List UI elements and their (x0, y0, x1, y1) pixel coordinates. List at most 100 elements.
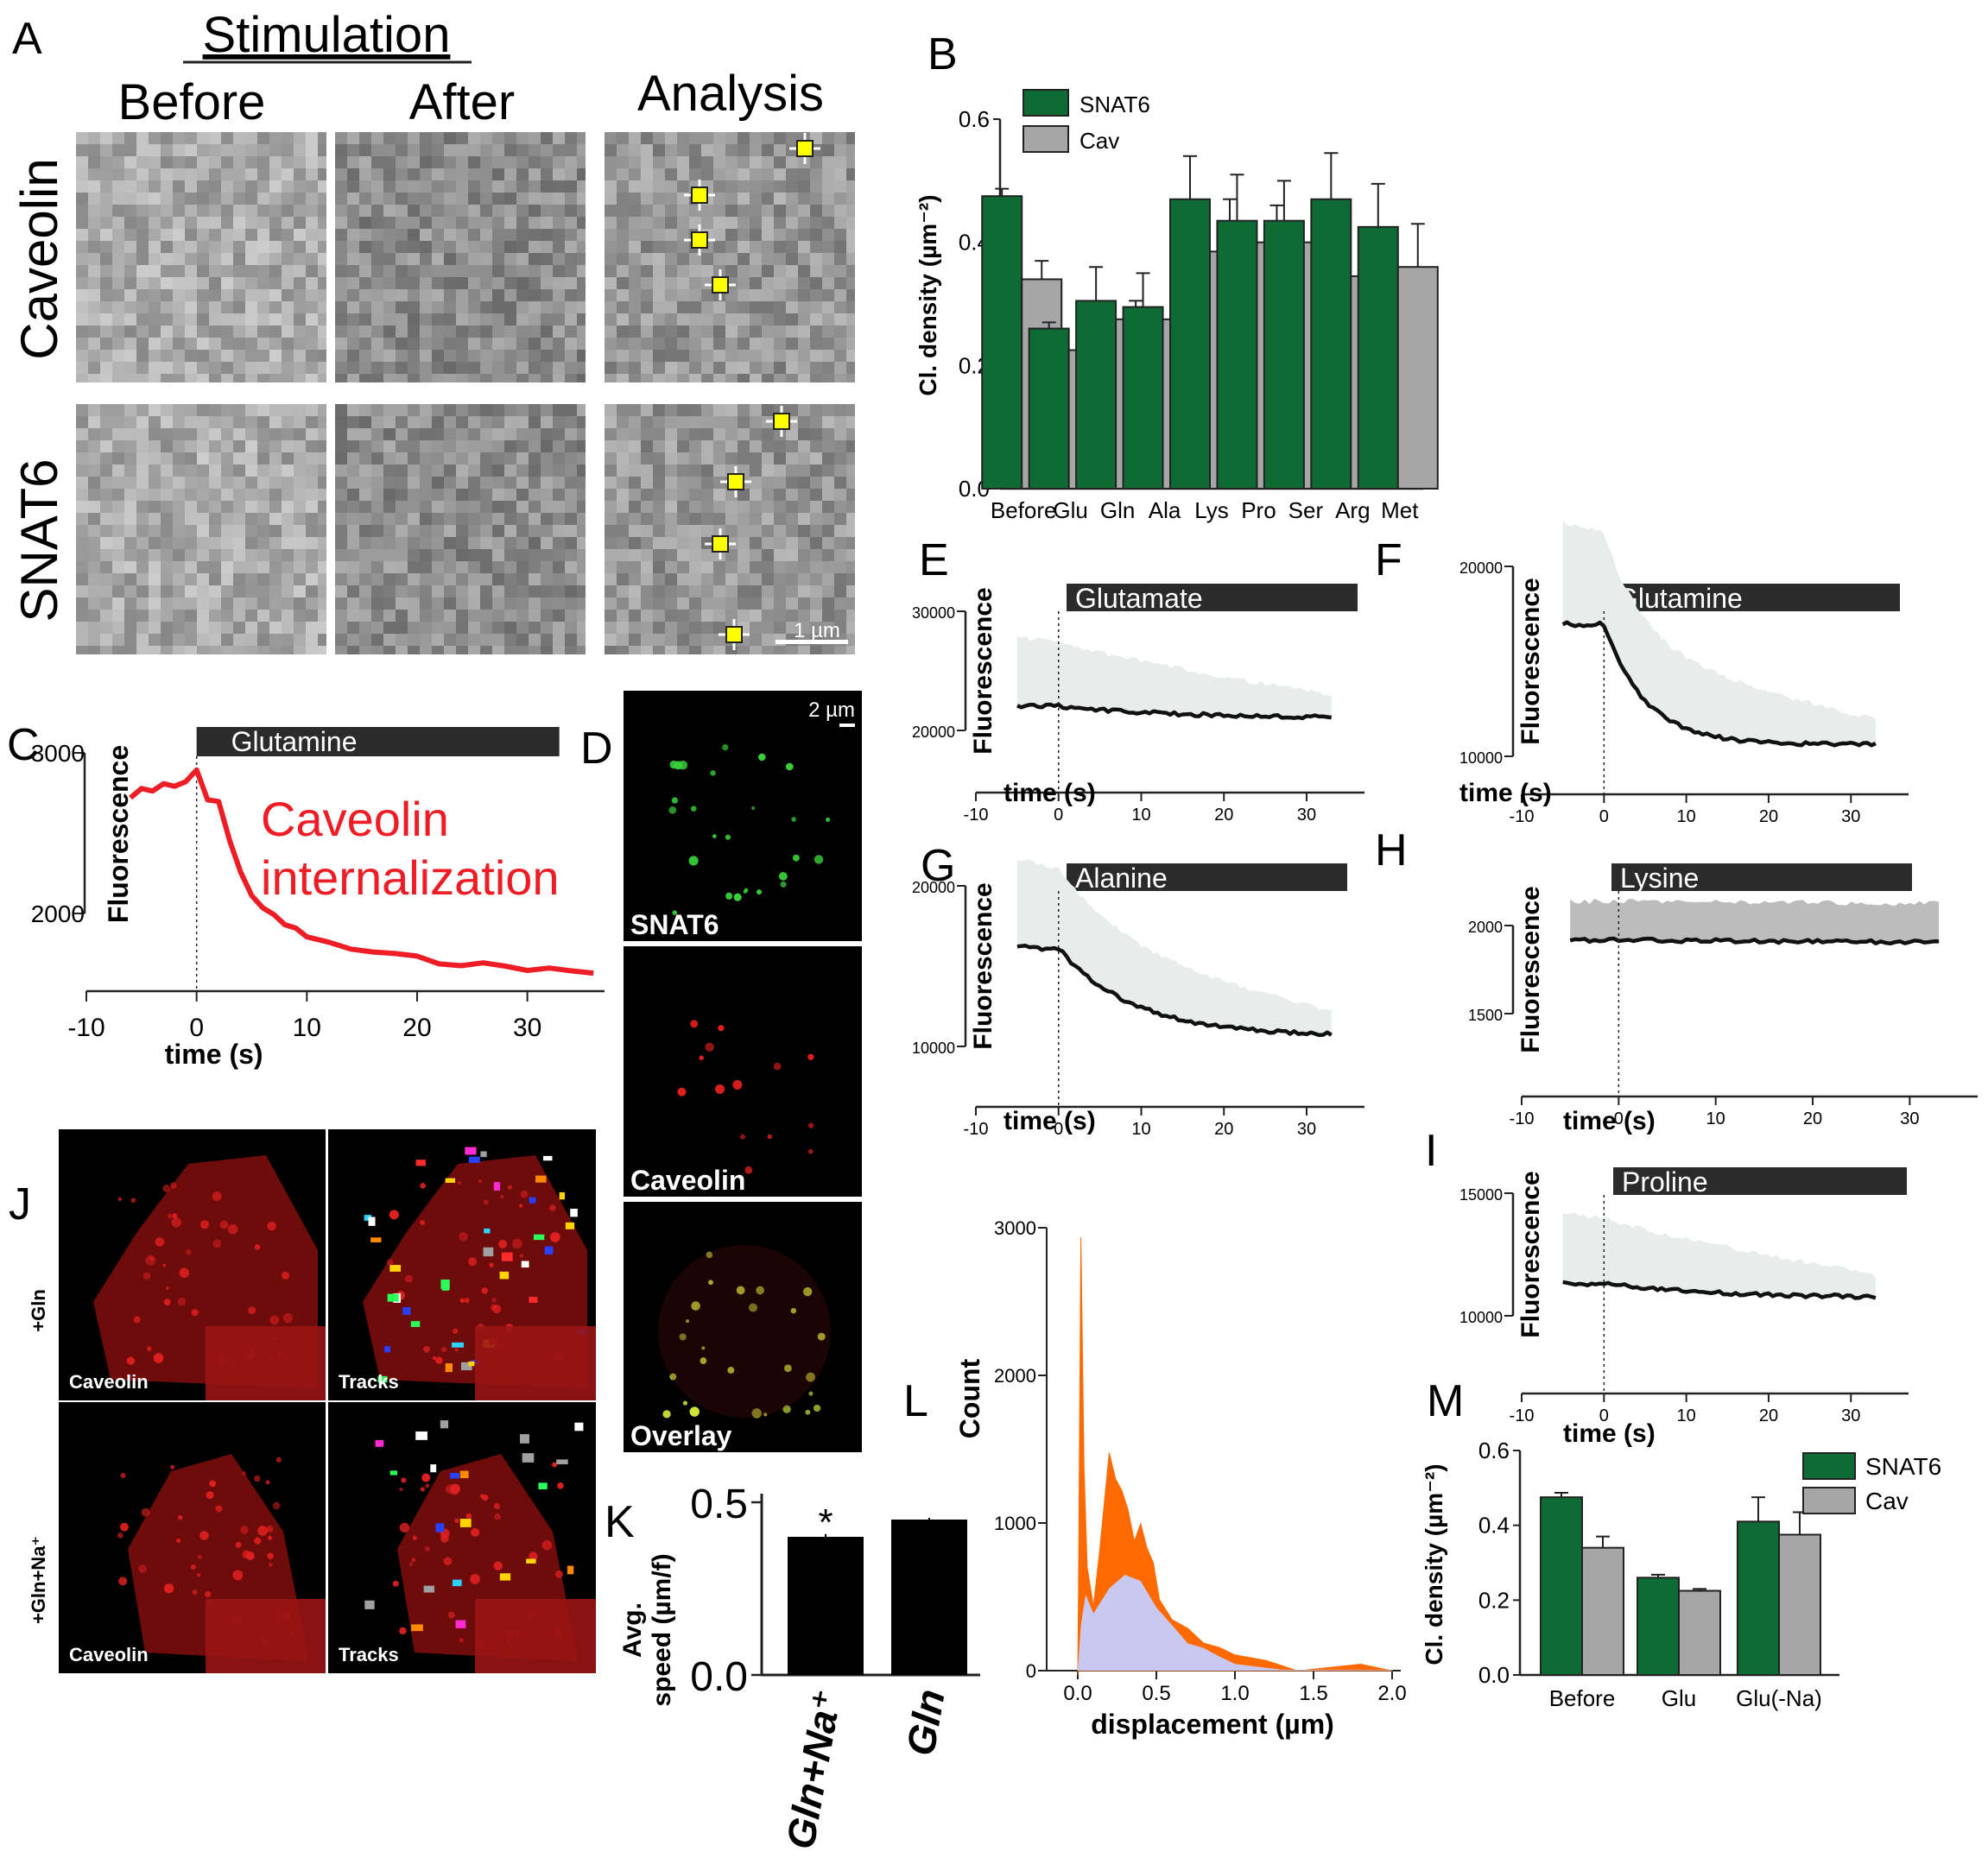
pixel (738, 610, 750, 622)
pixel (617, 440, 629, 452)
x-tick-label: 0 (1599, 807, 1609, 826)
j-spot (254, 1244, 261, 1250)
pixel (456, 277, 468, 289)
pixel (846, 217, 855, 229)
pixel (798, 622, 810, 634)
pixel (88, 585, 100, 597)
pixel (516, 132, 529, 144)
pixel (701, 610, 713, 622)
pixel (529, 549, 541, 561)
pixel (185, 537, 197, 549)
pixel (269, 253, 282, 265)
j-spot (519, 1254, 524, 1258)
pixel (641, 144, 653, 156)
pixel (294, 416, 306, 428)
pixel (318, 597, 326, 610)
pixel (553, 549, 565, 561)
pixel (306, 350, 318, 362)
pixel (822, 537, 834, 549)
pixel (774, 622, 786, 634)
j-spot (172, 1213, 178, 1219)
pixel (318, 489, 326, 501)
trace-line (1569, 936, 1940, 946)
pixel (822, 217, 834, 229)
pixel (750, 325, 762, 338)
pixel (408, 513, 420, 525)
pixel (100, 585, 112, 597)
pixel (444, 477, 456, 489)
pixel (492, 277, 504, 289)
pixel (810, 585, 822, 597)
pixel (359, 440, 371, 452)
pixel (161, 622, 173, 634)
pixel (565, 549, 577, 561)
pixel (371, 416, 383, 428)
j-spot (186, 1249, 192, 1255)
pixel (209, 265, 221, 277)
pixel (396, 561, 408, 573)
pixel (76, 132, 88, 144)
pixel (347, 313, 359, 325)
pixel (347, 537, 359, 549)
pixel (529, 338, 541, 350)
pixel (738, 513, 750, 525)
m-legend-swatch (1802, 1487, 1856, 1514)
pixel (641, 597, 653, 610)
x-label: time (s) (1563, 1107, 1656, 1135)
pixel (565, 561, 577, 573)
pixel (629, 622, 641, 634)
k-xtick-label: Gln+Na⁺ (777, 1686, 850, 1853)
d-spot (814, 855, 824, 864)
pixel (318, 180, 326, 193)
pixel (565, 253, 577, 265)
pixel (124, 338, 136, 350)
pixel (383, 585, 396, 597)
pixel (492, 428, 504, 440)
pixel (408, 489, 420, 501)
j-inset (475, 1326, 596, 1400)
pixel (371, 622, 383, 634)
j-track (556, 1459, 568, 1465)
pixel (335, 646, 347, 654)
pixel (689, 573, 701, 585)
pixel (197, 289, 209, 301)
pixel (245, 477, 257, 489)
pixel (149, 229, 161, 241)
pixel (492, 241, 504, 253)
pixel (641, 325, 653, 338)
pixel (504, 168, 516, 180)
pixel (529, 350, 541, 362)
pixel (468, 561, 480, 573)
pixel (822, 229, 834, 241)
pixel (269, 477, 282, 489)
pixel (221, 489, 233, 501)
pixel (383, 464, 396, 477)
pixel (161, 217, 173, 229)
pixel (529, 277, 541, 289)
pixel (88, 573, 100, 585)
pixel (653, 277, 665, 289)
pixel (810, 289, 822, 301)
pixel (541, 440, 553, 452)
pixel (269, 168, 282, 180)
pixel (629, 452, 641, 464)
pixel (245, 156, 257, 168)
pixel (480, 416, 492, 428)
k-ylabel-1: Avg. (618, 1602, 647, 1658)
pixel (136, 313, 149, 325)
pixel (480, 489, 492, 501)
pixel (347, 622, 359, 634)
pixel (209, 561, 221, 573)
pixel (383, 277, 396, 289)
pixel (383, 452, 396, 464)
pixel (149, 573, 161, 585)
pixel (269, 132, 282, 144)
pixel (136, 229, 149, 241)
pixel (209, 452, 221, 464)
panel-letter-i: I (1425, 1126, 1437, 1176)
pixel (762, 634, 774, 646)
pixel (516, 265, 529, 277)
pixel (257, 646, 269, 654)
pixel (432, 241, 444, 253)
